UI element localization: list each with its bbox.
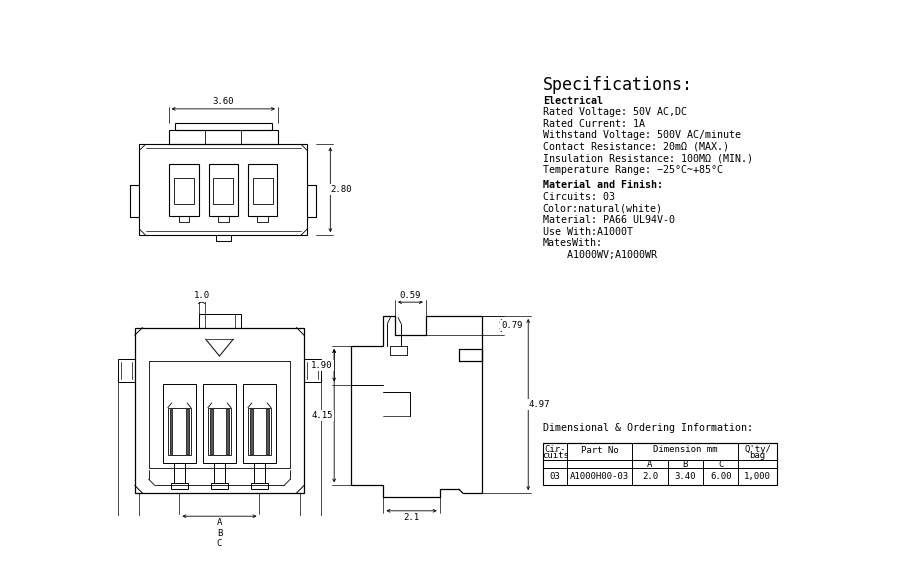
Text: Part No: Part No <box>581 446 619 455</box>
Bar <box>140 144 307 235</box>
Text: Rated Current: 1A: Rated Current: 1A <box>543 119 645 129</box>
Bar <box>199 314 241 328</box>
Text: Rated Voltage: 50V AC,DC: Rated Voltage: 50V AC,DC <box>543 107 687 117</box>
Text: 2.1: 2.1 <box>404 513 419 522</box>
Bar <box>250 409 252 454</box>
Text: 1.90: 1.90 <box>311 361 333 370</box>
Text: B: B <box>683 460 688 469</box>
Bar <box>164 384 196 463</box>
Bar <box>174 463 185 483</box>
Text: 4.97: 4.97 <box>529 400 550 409</box>
Bar <box>213 178 234 204</box>
Bar <box>178 216 189 222</box>
Bar <box>543 443 777 485</box>
Bar <box>214 463 225 483</box>
Bar <box>149 361 290 468</box>
Bar <box>248 164 277 216</box>
Text: A1000H00-03: A1000H00-03 <box>570 473 629 481</box>
Text: C: C <box>217 539 222 549</box>
Bar <box>266 409 269 454</box>
Text: Dimension mm: Dimension mm <box>653 445 718 454</box>
Bar <box>168 130 278 144</box>
Text: MatesWith:: MatesWith: <box>543 238 602 248</box>
Text: Cir-: Cir- <box>544 445 565 454</box>
Bar <box>211 409 213 454</box>
Text: Withstand Voltage: 500V AC/minute: Withstand Voltage: 500V AC/minute <box>543 130 741 140</box>
Text: Specifications:: Specifications: <box>543 76 693 94</box>
Text: Q'ty/: Q'ty/ <box>744 445 772 454</box>
Text: 2.80: 2.80 <box>331 185 352 194</box>
Text: Insulation Resistance: 100MΩ (MIN.): Insulation Resistance: 100MΩ (MIN.) <box>543 154 753 164</box>
Bar <box>168 408 191 455</box>
Bar <box>187 409 188 454</box>
Bar <box>208 408 231 455</box>
Bar <box>252 178 273 204</box>
Text: Circuits: 03: Circuits: 03 <box>543 192 614 202</box>
Bar <box>248 408 271 455</box>
Text: 3.40: 3.40 <box>675 473 696 481</box>
Text: A: A <box>647 460 652 469</box>
Text: Temperature Range: −25°C~+85°C: Temperature Range: −25°C~+85°C <box>543 165 723 175</box>
Text: 03: 03 <box>550 473 561 481</box>
Text: Use With:A1000T: Use With:A1000T <box>543 227 633 237</box>
Text: A1000WV;A1000WR: A1000WV;A1000WR <box>543 250 657 260</box>
Text: cuits: cuits <box>541 451 568 460</box>
Bar <box>171 483 188 489</box>
Text: 4.15: 4.15 <box>311 411 333 420</box>
Text: bag: bag <box>749 451 766 460</box>
Text: Electrical: Electrical <box>543 96 602 106</box>
Bar <box>226 409 229 454</box>
Text: Material and Finish:: Material and Finish: <box>543 180 663 190</box>
Bar <box>211 483 228 489</box>
Text: 0.59: 0.59 <box>400 291 421 300</box>
Text: 3.60: 3.60 <box>213 97 234 107</box>
Bar <box>118 359 135 382</box>
Bar <box>174 178 194 204</box>
Text: Contact Resistance: 20mΩ (MAX.): Contact Resistance: 20mΩ (MAX.) <box>543 142 729 152</box>
Bar <box>243 384 275 463</box>
Text: B: B <box>217 528 222 538</box>
Bar <box>169 164 199 216</box>
Text: 6.00: 6.00 <box>710 473 732 481</box>
Bar <box>170 409 173 454</box>
Bar <box>251 483 268 489</box>
Text: Color:natural(white): Color:natural(white) <box>543 204 663 213</box>
Bar <box>135 328 304 493</box>
Text: 0.79: 0.79 <box>502 321 523 330</box>
Bar <box>209 164 238 216</box>
Bar <box>203 384 236 463</box>
Text: A: A <box>217 518 222 527</box>
Bar <box>304 359 322 382</box>
Text: Material: PA66 UL94V-0: Material: PA66 UL94V-0 <box>543 215 675 225</box>
Bar <box>175 123 272 130</box>
Text: 2.0: 2.0 <box>642 473 658 481</box>
Bar <box>218 216 229 222</box>
Bar <box>254 463 265 483</box>
Text: 1,000: 1,000 <box>744 473 772 481</box>
Bar <box>215 235 231 241</box>
Text: 1.0: 1.0 <box>194 292 210 300</box>
Text: C: C <box>718 460 723 469</box>
Bar <box>257 216 268 222</box>
Text: Dimensional & Ordering Information:: Dimensional & Ordering Information: <box>543 423 753 433</box>
